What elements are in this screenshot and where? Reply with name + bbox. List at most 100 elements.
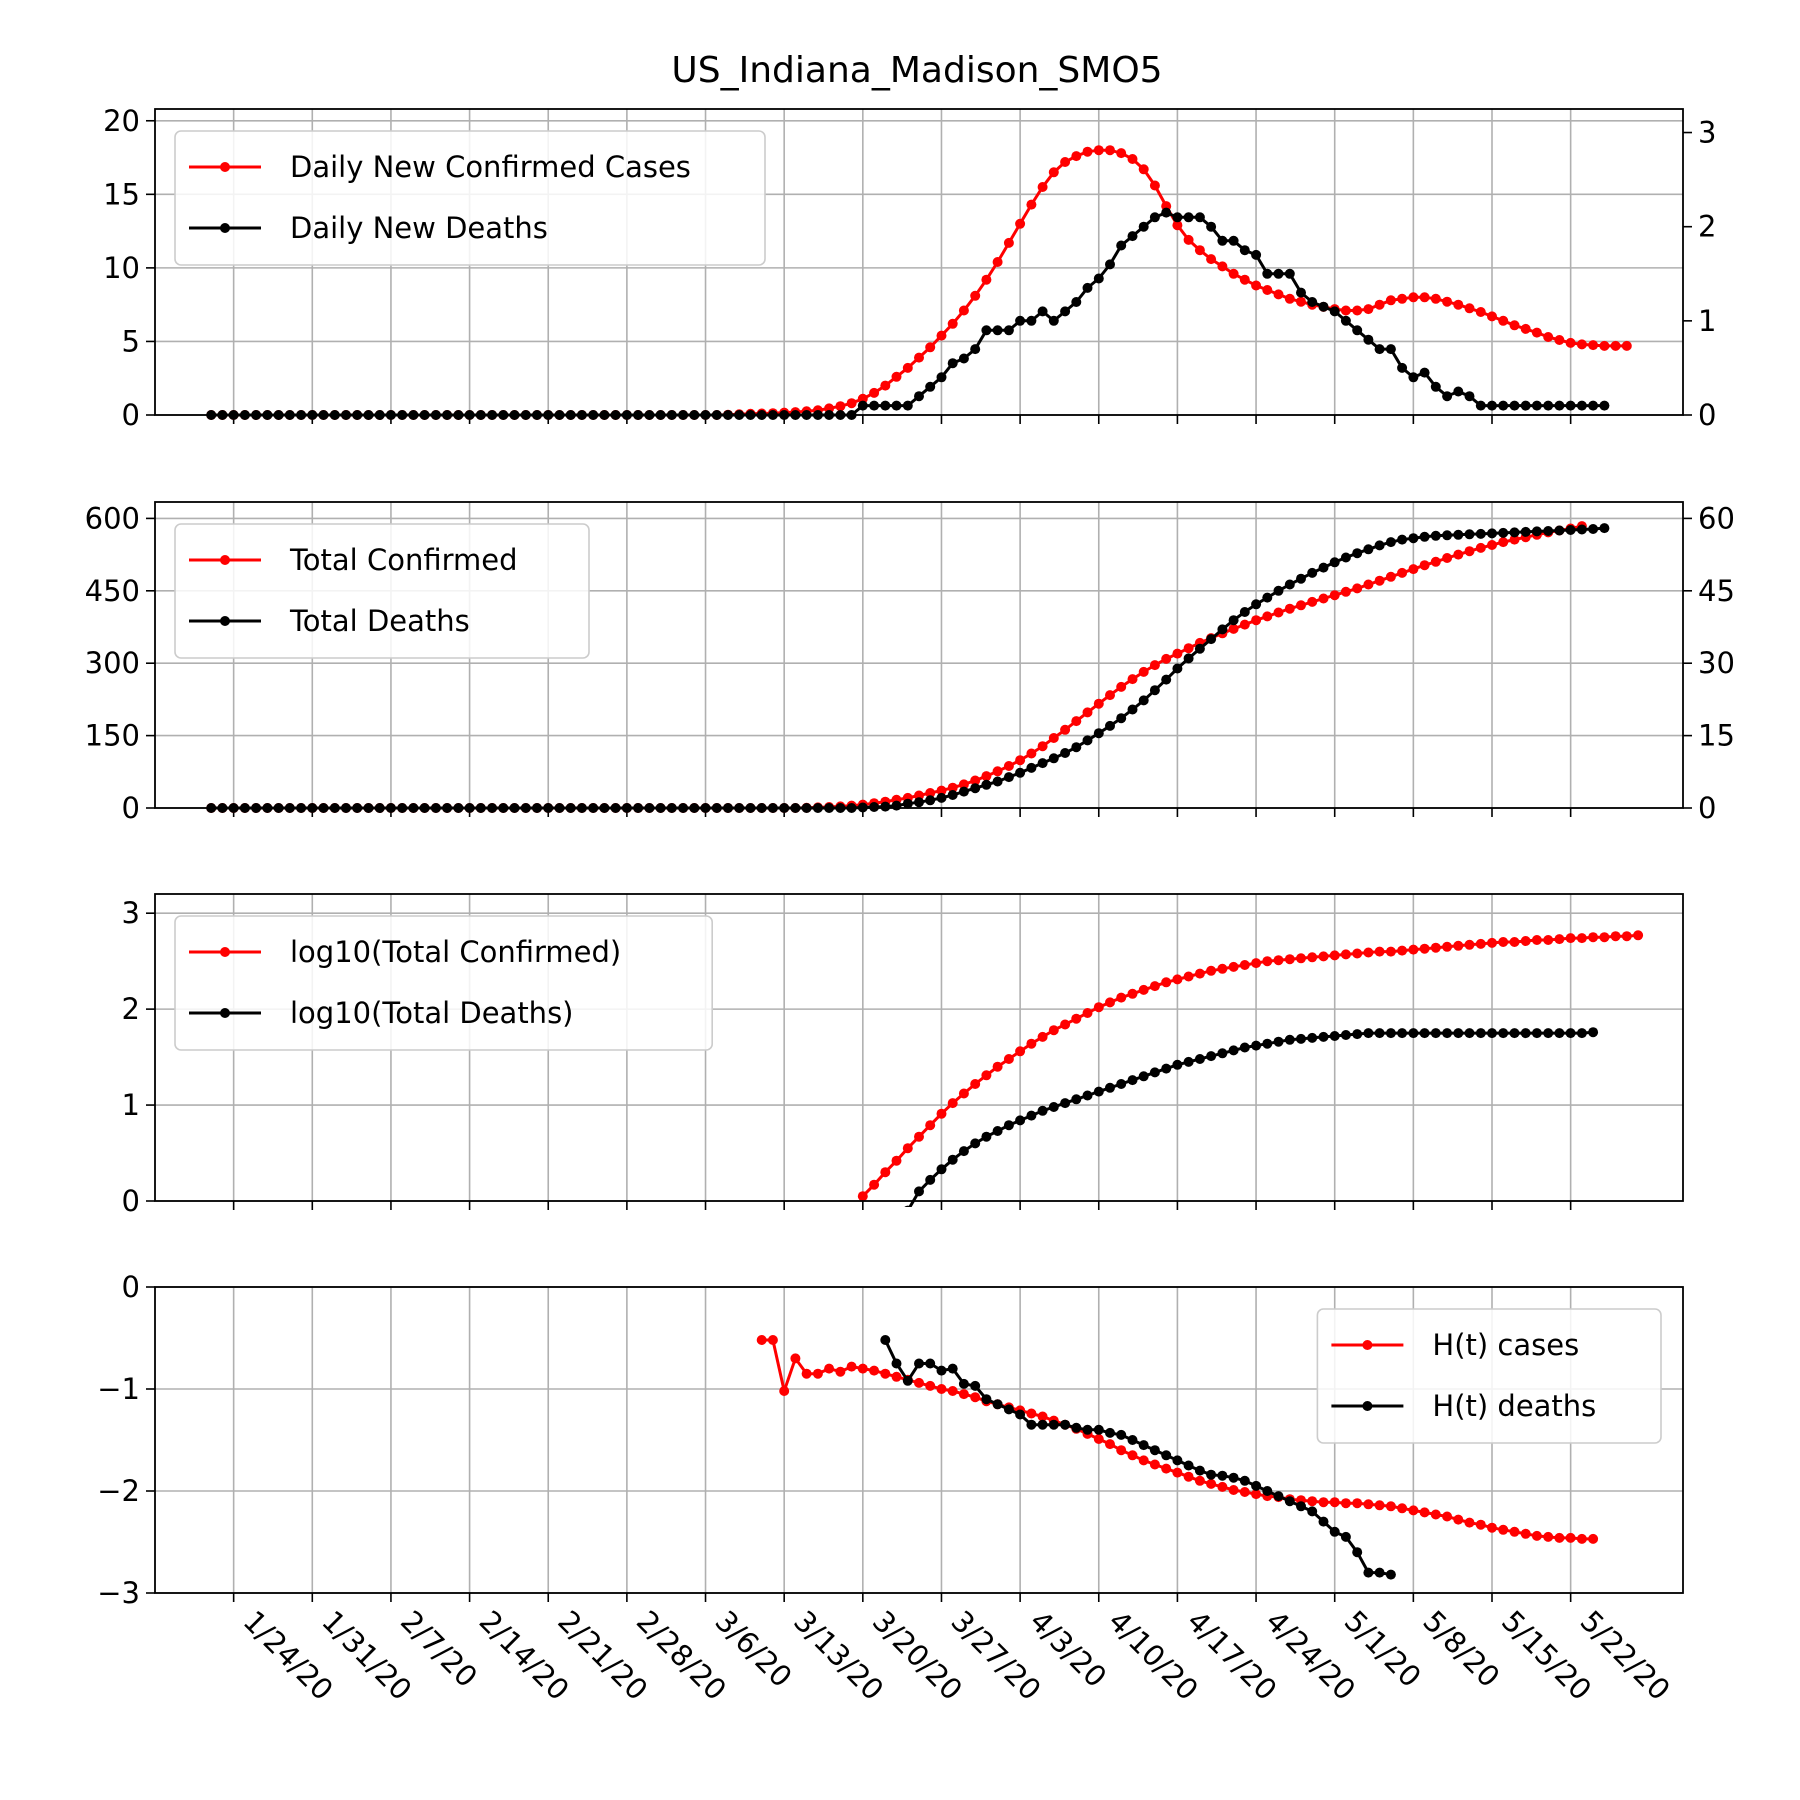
legend: Total Confirmed Total Deaths (174, 523, 590, 659)
data-point (936, 1164, 947, 1175)
data-point (1284, 603, 1295, 614)
data-point (1487, 1028, 1497, 1039)
data-point (914, 1377, 924, 1388)
data-point (1082, 282, 1093, 293)
data-point (1453, 549, 1464, 560)
data-point (1408, 292, 1419, 303)
data-point (992, 1126, 1003, 1136)
data-point (857, 1191, 868, 1202)
data-point (1093, 728, 1104, 739)
data-point (1487, 1522, 1497, 1533)
data-point (1060, 306, 1071, 317)
data-point (1576, 1028, 1587, 1039)
data-point (1172, 1059, 1183, 1070)
y-tick-label: −3 (97, 1576, 140, 1610)
data-point (1318, 1497, 1329, 1508)
data-point (1149, 685, 1160, 696)
data-point (1430, 1509, 1441, 1520)
data-point (1588, 1533, 1599, 1544)
y-tick-label: 0 (122, 398, 140, 432)
data-point (1105, 720, 1115, 731)
data-point (1419, 367, 1430, 378)
data-point (1228, 623, 1239, 634)
data-point (914, 1186, 924, 1197)
data-point (891, 371, 902, 382)
data-point (1419, 943, 1430, 954)
data-point (914, 391, 924, 402)
data-point (1498, 527, 1509, 538)
data-point (1296, 573, 1306, 584)
data-point (1296, 1501, 1306, 1512)
data-point (1251, 599, 1262, 610)
data-point (1172, 974, 1183, 985)
data-point (1565, 400, 1576, 411)
data-point (1385, 295, 1396, 306)
data-point (1071, 1094, 1082, 1105)
legend: log10(Total Confirmed) log10(Total Deaths… (174, 915, 714, 1051)
data-point (1105, 997, 1115, 1008)
data-point (981, 325, 992, 336)
data-point (1194, 968, 1205, 979)
data-point (1172, 1455, 1183, 1466)
data-point (1374, 1567, 1385, 1578)
data-point (1082, 1008, 1093, 1018)
data-point (925, 381, 936, 392)
data-point (1397, 1028, 1408, 1039)
data-point (1228, 615, 1239, 626)
data-point (1116, 1429, 1127, 1440)
data-point (1464, 391, 1475, 402)
data-point (1138, 695, 1149, 706)
data-point (1273, 607, 1284, 618)
data-point (891, 1155, 902, 1166)
y2-tick-label: 3 (1698, 116, 1716, 150)
data-point (1385, 571, 1396, 582)
data-point (1003, 772, 1014, 783)
data-point (1037, 1031, 1048, 1042)
data-point (1498, 400, 1509, 411)
data-point (1037, 306, 1048, 317)
legend-label-total-confirmed: Total Confirmed (289, 543, 518, 577)
series-area (206, 145, 1632, 420)
y2-tick-label: 1 (1698, 304, 1716, 338)
data-point (1307, 1032, 1318, 1043)
data-point (869, 1179, 880, 1190)
data-point (1228, 268, 1239, 279)
data-point (958, 353, 969, 364)
data-point (1273, 268, 1284, 279)
data-point (1599, 340, 1610, 351)
data-point (1149, 1445, 1160, 1456)
data-point (1352, 325, 1363, 336)
data-point (1509, 400, 1520, 411)
data-point (1531, 400, 1542, 411)
data-point (1093, 698, 1104, 709)
data-point (1149, 1459, 1160, 1470)
data-point (1363, 1567, 1374, 1578)
data-point (1082, 1424, 1093, 1435)
data-point (1374, 575, 1385, 586)
data-point (1363, 304, 1374, 315)
data-point (1352, 1547, 1363, 1558)
legend: H(t) cases H(t) deaths (1316, 1308, 1662, 1444)
data-point (970, 775, 981, 786)
data-point (1003, 237, 1014, 248)
data-point (902, 400, 913, 411)
data-point (779, 1386, 790, 1396)
data-point (1228, 961, 1239, 972)
data-point (925, 788, 936, 798)
data-point (981, 771, 992, 782)
axes-frame (154, 108, 1684, 416)
data-point (1475, 542, 1486, 553)
data-point (1015, 767, 1026, 778)
data-point (1430, 381, 1441, 392)
data-point (1082, 1090, 1093, 1101)
data-point (981, 1070, 992, 1081)
data-point (1048, 1419, 1059, 1430)
data-point (1206, 1051, 1217, 1062)
data-point (1430, 1028, 1441, 1039)
data-point (981, 1131, 992, 1142)
data-point (1206, 634, 1217, 645)
data-point (1037, 1105, 1048, 1116)
data-point (1262, 956, 1273, 967)
data-point (1340, 586, 1351, 597)
data-point (1352, 305, 1363, 316)
